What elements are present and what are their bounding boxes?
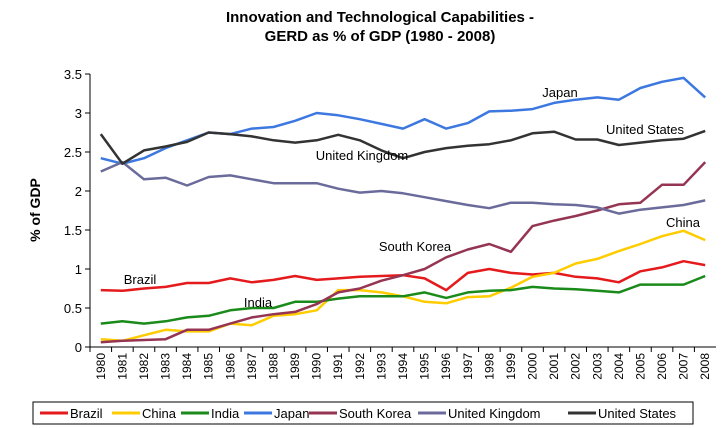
series-line xyxy=(100,274,706,325)
legend-label: Brazil xyxy=(70,406,103,421)
x-tick-label: 2005 xyxy=(633,353,647,380)
x-tick-label: 1998 xyxy=(482,353,496,380)
legend-label: China xyxy=(142,406,177,421)
x-tick-label: 1985 xyxy=(202,353,216,380)
x-tick-label: 2002 xyxy=(569,353,583,380)
annotation: Japan xyxy=(542,85,577,100)
x-tick-label: 1986 xyxy=(223,353,237,380)
series-line xyxy=(100,160,706,215)
x-tick-label: 1987 xyxy=(245,353,259,380)
x-tick-label: 1983 xyxy=(159,353,173,380)
x-tick-label: 1991 xyxy=(331,353,345,380)
x-tick-label: 1982 xyxy=(137,353,151,380)
annotation: South Korea xyxy=(379,239,452,254)
legend-label: India xyxy=(211,406,240,421)
chart-title: GERD as % of GDP (1980 - 2008) xyxy=(265,28,496,45)
y-tick-label: 0.5 xyxy=(64,301,82,316)
x-tick-label: 1984 xyxy=(180,353,194,380)
annotation: United States xyxy=(606,122,685,137)
x-tick-label: 1997 xyxy=(461,353,475,380)
x-tick-label: 1981 xyxy=(115,353,129,380)
y-tick-label: 3 xyxy=(75,106,82,121)
y-axis-label: % of GDP xyxy=(27,178,43,242)
x-tick-label: 2001 xyxy=(547,353,561,380)
x-tick-label: 1999 xyxy=(504,353,518,380)
x-tick-label: 1988 xyxy=(266,353,280,380)
x-tick-label: 1994 xyxy=(396,353,410,380)
y-tick-label: 2 xyxy=(75,184,82,199)
legend-label: South Korea xyxy=(339,406,412,421)
x-tick-label: 2006 xyxy=(655,353,669,380)
x-tick-label: 1980 xyxy=(94,353,108,380)
annotation: China xyxy=(666,215,701,230)
x-tick-label: 1995 xyxy=(418,353,432,380)
x-tick-label: 1989 xyxy=(288,353,302,380)
x-tick-label: 2008 xyxy=(698,353,712,380)
legend-label: Japan xyxy=(274,406,309,421)
legend-box xyxy=(32,401,694,425)
x-tick-label: 2000 xyxy=(526,353,540,380)
x-tick-label: 2007 xyxy=(677,353,691,380)
x-tick-label: 1992 xyxy=(353,353,367,380)
y-tick-label: 1.5 xyxy=(64,223,82,238)
y-tick-label: 1 xyxy=(75,262,82,277)
series-line xyxy=(99,129,706,165)
chart-title: Innovation and Technological Capabilitie… xyxy=(226,9,534,26)
x-tick-label: 1990 xyxy=(310,353,324,380)
y-tick-label: 3.5 xyxy=(64,67,82,82)
x-tick-label: 1993 xyxy=(374,353,388,380)
y-tick-label: 2.5 xyxy=(64,145,82,160)
annotation: Brazil xyxy=(124,272,157,287)
legend-label: United Kingdom xyxy=(448,406,541,421)
x-tick-label: 2004 xyxy=(612,353,626,380)
x-tick-label: 2003 xyxy=(590,353,604,380)
annotation: United Kingdom xyxy=(316,148,409,163)
legend-label: United States xyxy=(598,406,677,421)
annotation: India xyxy=(244,295,273,310)
y-tick-label: 0 xyxy=(75,340,82,355)
x-tick-label: 1996 xyxy=(439,353,453,380)
